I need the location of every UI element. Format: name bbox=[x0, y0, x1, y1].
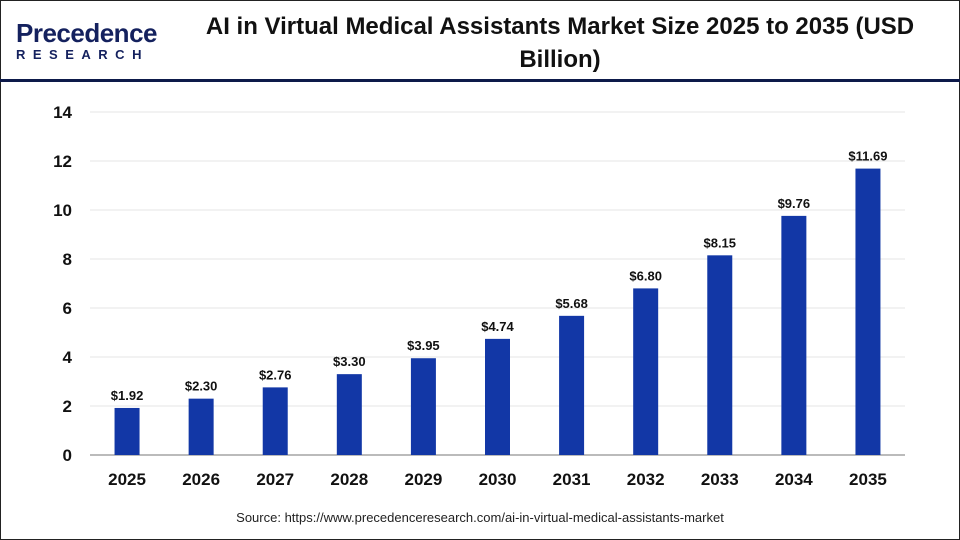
bar-2035 bbox=[855, 168, 881, 455]
bar-2028 bbox=[336, 374, 362, 455]
logo-sub: RESEARCH bbox=[16, 47, 149, 62]
y-tick-label: 4 bbox=[63, 348, 73, 367]
x-tick-label: 2035 bbox=[849, 470, 887, 489]
bar-2026 bbox=[188, 398, 214, 455]
y-tick-label: 0 bbox=[63, 446, 72, 465]
data-label: $11.69 bbox=[848, 149, 887, 164]
bar-2031 bbox=[559, 315, 585, 455]
bar-2033 bbox=[707, 255, 733, 455]
data-label: $2.76 bbox=[259, 367, 292, 382]
data-label: $3.95 bbox=[407, 338, 440, 353]
y-tick-label: 12 bbox=[53, 152, 72, 171]
x-tick-label: 2026 bbox=[182, 470, 220, 489]
x-tick-label: 2028 bbox=[330, 470, 368, 489]
data-label: $3.30 bbox=[333, 354, 366, 369]
logo-brand: Precedence bbox=[16, 18, 157, 48]
x-tick-label: 2032 bbox=[627, 470, 665, 489]
bar-2034 bbox=[781, 215, 807, 455]
x-tick-label: 2033 bbox=[701, 470, 739, 489]
y-tick-label: 2 bbox=[63, 397, 72, 416]
data-label: $4.74 bbox=[481, 319, 514, 334]
source-note: Source: https://www.precedenceresearch.c… bbox=[236, 510, 724, 525]
data-label: $6.80 bbox=[629, 268, 662, 283]
x-tick-label: 2027 bbox=[256, 470, 294, 489]
data-label: $8.15 bbox=[703, 235, 736, 250]
y-tick-label: 6 bbox=[63, 299, 72, 318]
x-tick-label: 2029 bbox=[404, 470, 442, 489]
y-tick-label: 10 bbox=[53, 201, 72, 220]
data-label: $1.92 bbox=[111, 388, 144, 403]
bar-2025 bbox=[114, 407, 140, 455]
logo: Precedence RESEARCH bbox=[16, 20, 166, 62]
bar-2029 bbox=[410, 358, 436, 455]
data-label: $2.30 bbox=[185, 379, 218, 394]
x-tick-label: 2034 bbox=[775, 470, 813, 489]
chart-title: AI in Virtual Medical Assistants Market … bbox=[205, 13, 915, 73]
y-tick-label: 14 bbox=[53, 103, 72, 122]
y-tick-label: 8 bbox=[63, 250, 72, 269]
x-tick-label: 2030 bbox=[479, 470, 517, 489]
data-label: $9.76 bbox=[778, 196, 811, 211]
x-tick-label: 2025 bbox=[108, 470, 146, 489]
bar-2030 bbox=[485, 338, 510, 455]
bar-2032 bbox=[633, 288, 659, 455]
bar-2027 bbox=[262, 387, 288, 455]
header-divider bbox=[0, 79, 960, 82]
data-label: $5.68 bbox=[555, 296, 588, 311]
x-tick-label: 2031 bbox=[553, 470, 591, 489]
